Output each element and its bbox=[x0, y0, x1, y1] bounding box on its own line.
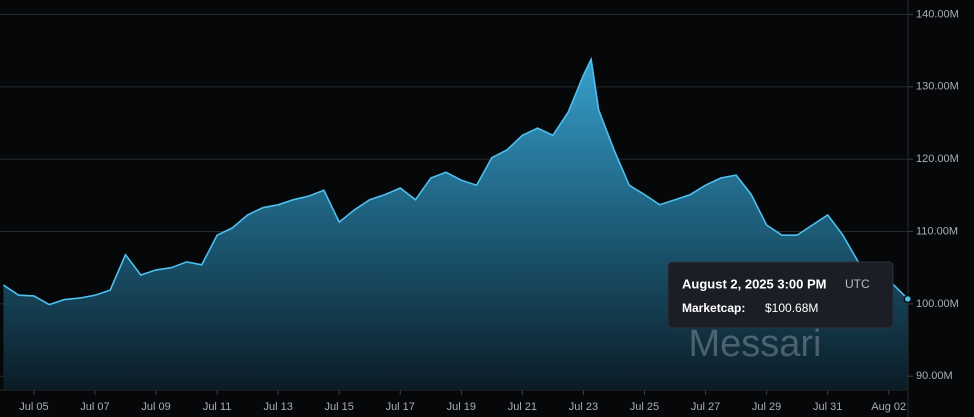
x-tick-label: Jul 19 bbox=[447, 401, 476, 413]
x-tick-label: Aug 02 bbox=[871, 401, 906, 413]
tooltip-label: Marketcap: bbox=[682, 301, 745, 315]
tooltip: August 2, 2025 3:00 PM UTC Marketcap: $1… bbox=[667, 261, 894, 329]
tooltip-box bbox=[667, 261, 894, 329]
tooltip-timezone: UTC bbox=[845, 277, 870, 291]
x-tick-label: Jul 29 bbox=[752, 401, 781, 413]
x-tick-label: Jul 15 bbox=[325, 401, 354, 413]
y-tick-label: 110.00M bbox=[916, 225, 958, 237]
y-tick-label: 90.00M bbox=[916, 370, 953, 382]
tooltip-date: August 2, 2025 3:00 PM bbox=[682, 276, 827, 291]
x-tick-label: Jul 27 bbox=[691, 401, 720, 413]
x-tick-label: Jul 11 bbox=[203, 401, 232, 413]
tooltip-value: $100.68M bbox=[765, 301, 818, 315]
x-tick-label: Jul 13 bbox=[263, 401, 292, 413]
hover-point bbox=[903, 294, 913, 304]
x-tick-label: Jul 17 bbox=[386, 401, 415, 413]
watermark: Messari bbox=[688, 323, 821, 365]
x-tick-label: Jul 05 bbox=[19, 401, 48, 413]
x-tick-label: Jul 07 bbox=[80, 401, 109, 413]
y-tick-label: 140.00M bbox=[916, 8, 959, 20]
y-tick-label: 120.00M bbox=[916, 153, 959, 165]
x-tick-label: Jul 09 bbox=[141, 401, 170, 413]
x-tick-label: Jul 21 bbox=[508, 401, 537, 413]
x-tick-label: Jul 23 bbox=[569, 401, 598, 413]
x-tick-label: Jul 31 bbox=[813, 401, 842, 413]
line bbox=[2, 56, 909, 306]
y-tick-label: 130.00M bbox=[916, 81, 959, 93]
y-tick-label: 100.00M bbox=[916, 298, 959, 310]
x-tick-label: Jul 25 bbox=[630, 401, 659, 413]
